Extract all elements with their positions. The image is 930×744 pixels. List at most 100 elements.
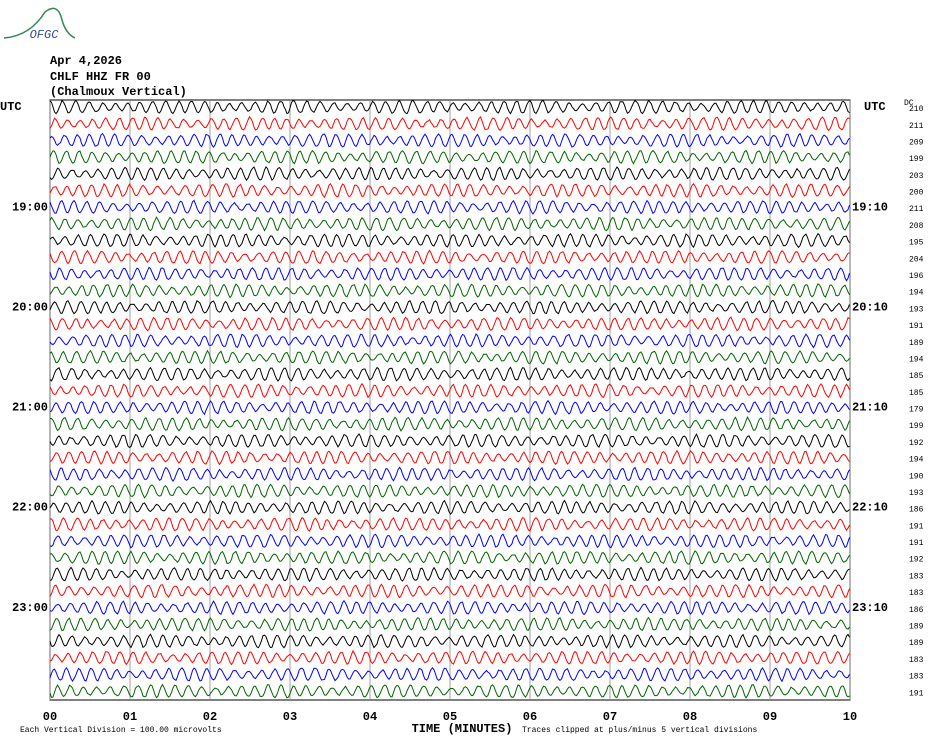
dc-value: 185 — [909, 389, 924, 398]
dc-value: 189 — [909, 339, 924, 348]
x-tick-label: 08 — [683, 710, 697, 724]
trace — [49, 416, 850, 432]
x-tick-label: 09 — [763, 710, 777, 724]
dc-value: 189 — [909, 639, 924, 648]
date: Apr 4,2026 — [50, 54, 122, 68]
trace — [49, 366, 850, 382]
hour-right: 23:10 — [852, 601, 888, 615]
trace — [49, 199, 850, 215]
dc-value: 186 — [909, 606, 924, 615]
logo-text: OFGC — [30, 28, 60, 42]
utc-left: UTC — [0, 100, 22, 114]
hour-right: 19:10 — [852, 200, 888, 214]
x-tick-label: 10 — [843, 710, 857, 724]
dc-value: 191 — [909, 689, 924, 698]
trace — [49, 216, 850, 232]
dc-value: 194 — [909, 456, 924, 465]
x-axis-label: TIME (MINUTES) — [412, 722, 513, 736]
dc-value: 183 — [909, 656, 924, 665]
hour-left: 21:00 — [12, 401, 48, 415]
hour-right: 22:10 — [852, 501, 888, 515]
dc-value: 208 — [909, 222, 924, 231]
footer-clip: Traces clipped at plus/minus 5 vertical … — [522, 726, 757, 735]
hour-left: 22:00 — [12, 501, 48, 515]
hour-right: 21:10 — [852, 401, 888, 415]
dc-value: 199 — [909, 422, 924, 431]
trace — [49, 649, 850, 666]
dc-value: 199 — [909, 155, 924, 164]
hour-left: 20:00 — [12, 300, 48, 314]
trace — [49, 316, 850, 332]
x-tick-label: 04 — [363, 710, 377, 724]
dc-value: 200 — [909, 189, 924, 198]
footer-scale: Each Vertical Division = 100.00 microvol… — [20, 726, 222, 735]
trace — [49, 266, 850, 282]
trace — [49, 516, 850, 532]
dc-value: 191 — [909, 539, 924, 548]
utc-right: UTC — [864, 100, 886, 114]
dc-value: 211 — [909, 205, 924, 214]
trace — [49, 583, 850, 599]
trace — [49, 433, 850, 449]
dc-value: 191 — [909, 322, 924, 331]
trace — [49, 232, 850, 249]
x-tick-label: 00 — [43, 710, 57, 724]
hour-left: 23:00 — [12, 601, 48, 615]
dc-value: 192 — [909, 556, 924, 565]
trace — [49, 449, 850, 466]
trace — [49, 633, 850, 649]
trace — [49, 599, 850, 616]
dc-header: DC — [904, 99, 914, 108]
trace — [49, 483, 850, 499]
hour-right: 20:10 — [852, 300, 888, 314]
trace — [49, 182, 850, 199]
dc-value: 193 — [909, 489, 924, 498]
hour-left: 19:00 — [12, 200, 48, 214]
dc-value: 211 — [909, 122, 924, 131]
trace — [49, 249, 850, 265]
x-tick-label: 01 — [123, 710, 137, 724]
trace — [49, 683, 850, 699]
trace — [49, 466, 850, 483]
dc-value: 204 — [909, 255, 924, 264]
trace — [49, 499, 850, 515]
trace — [49, 382, 850, 399]
dc-value: 193 — [909, 305, 924, 314]
dc-value: 196 — [909, 272, 924, 281]
x-tick-label: 03 — [283, 710, 297, 724]
dc-value: 209 — [909, 138, 924, 147]
trace — [49, 166, 850, 182]
trace — [49, 299, 850, 315]
x-tick-label: 02 — [203, 710, 217, 724]
trace — [49, 616, 850, 632]
trace — [49, 99, 850, 115]
dc-value: 185 — [909, 372, 924, 381]
dc-value: 194 — [909, 355, 924, 364]
trace — [49, 333, 850, 349]
dc-value: 189 — [909, 622, 924, 631]
dc-value: 183 — [909, 673, 924, 682]
trace — [49, 282, 850, 299]
dc-value: 203 — [909, 172, 924, 181]
dc-value: 192 — [909, 439, 924, 448]
dc-value: 186 — [909, 506, 924, 515]
dc-value: 195 — [909, 239, 924, 248]
trace — [49, 149, 850, 165]
trace — [49, 132, 850, 148]
x-tick-label: 07 — [603, 710, 617, 724]
trace — [49, 666, 850, 683]
station: CHLF HHZ FR 00 — [50, 70, 151, 84]
dc-value: 191 — [909, 522, 924, 531]
trace — [49, 533, 850, 549]
dc-value: 190 — [909, 472, 924, 481]
trace — [49, 349, 850, 365]
dc-value: 210 — [909, 105, 924, 114]
location: (Chalmoux Vertical) — [50, 85, 187, 99]
trace — [49, 399, 850, 416]
dc-value: 194 — [909, 289, 924, 298]
x-tick-label: 05 — [443, 710, 457, 724]
logo-curve — [3, 7, 76, 39]
dc-value: 179 — [909, 406, 924, 415]
x-tick-label: 06 — [523, 710, 537, 724]
